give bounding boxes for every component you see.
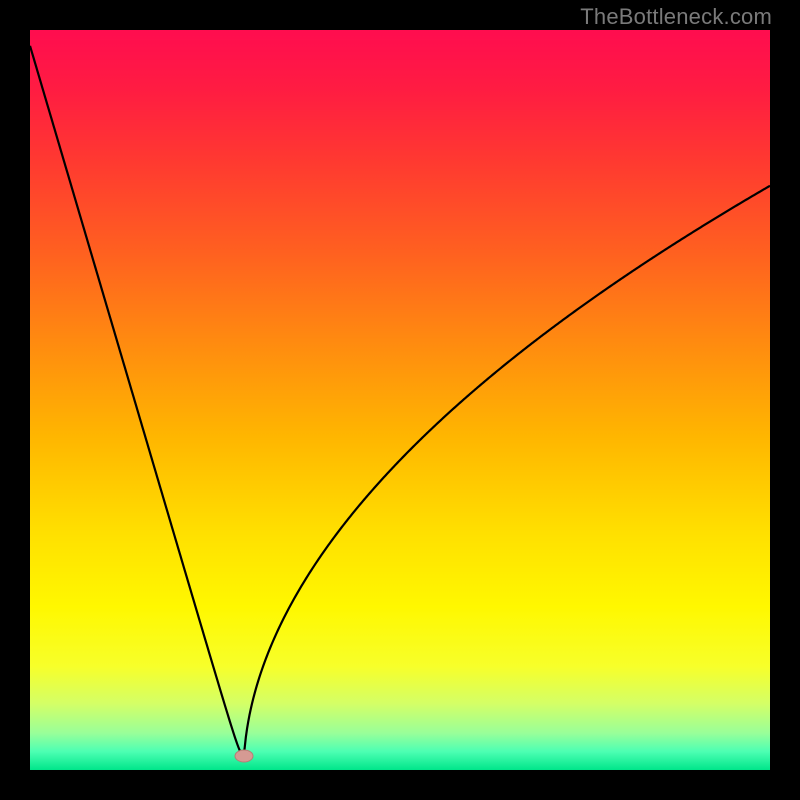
bottleneck-chart	[0, 0, 800, 800]
gradient-background	[30, 30, 770, 770]
watermark-text: TheBottleneck.com	[580, 4, 772, 30]
optimum-marker	[235, 750, 253, 762]
